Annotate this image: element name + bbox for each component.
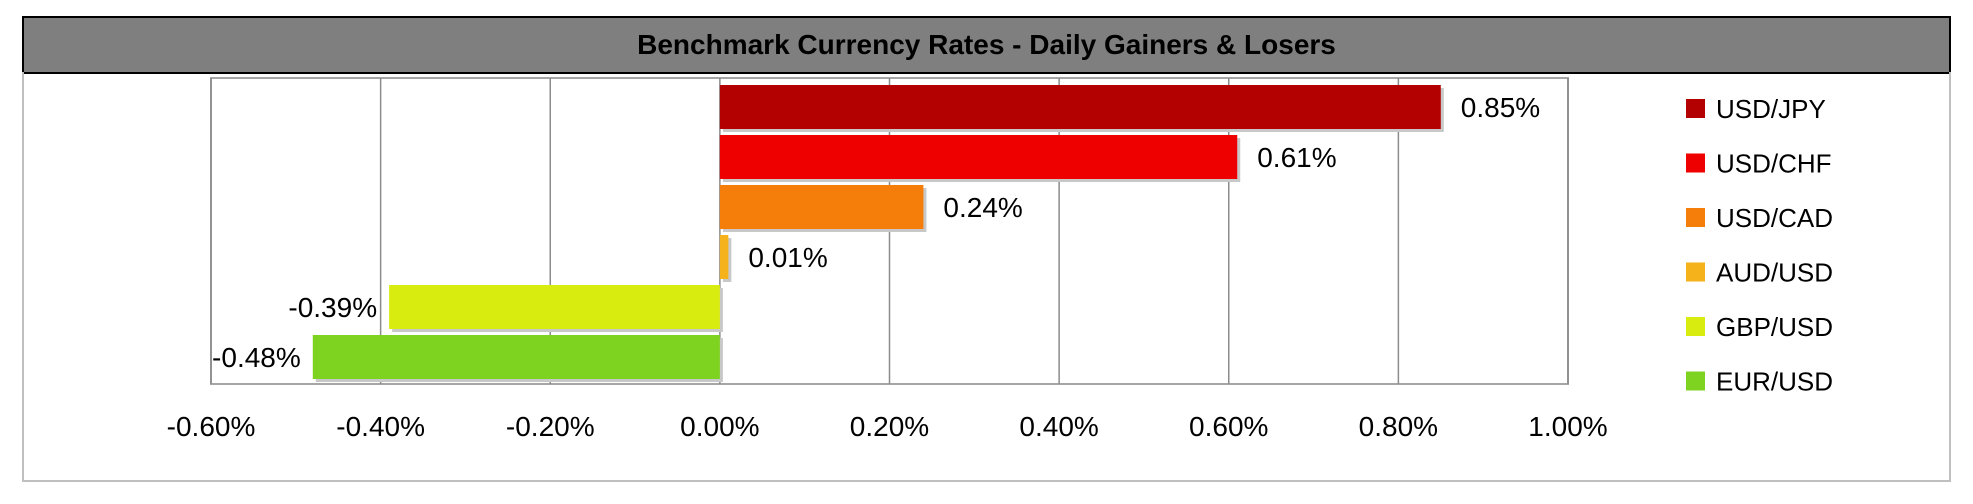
legend-swatch — [1686, 262, 1705, 282]
legend-swatch — [1686, 371, 1705, 391]
x-tick-label: -0.60% — [167, 411, 256, 442]
legend-swatch — [1686, 153, 1705, 173]
x-tick-label: 0.40% — [1019, 411, 1098, 442]
legend-label: EUR/USD — [1716, 367, 1833, 397]
chart-title-bar: Benchmark Currency Rates - Daily Gainers… — [24, 18, 1949, 74]
legend-label: GBP/USD — [1716, 312, 1833, 342]
legend-swatch — [1686, 317, 1705, 336]
data-label: 0.85% — [1461, 92, 1540, 123]
data-label: -0.48% — [212, 342, 301, 373]
data-label: 0.61% — [1257, 142, 1336, 173]
x-tick-label: 0.60% — [1189, 411, 1268, 442]
legend-swatch — [1686, 99, 1705, 118]
legend-label: AUD/USD — [1716, 258, 1833, 288]
x-tick-label: 0.80% — [1359, 411, 1438, 442]
x-tick-label: 0.20% — [850, 411, 929, 442]
plot-container — [22, 72, 1951, 482]
bar-usd-chf — [719, 135, 1238, 179]
bar-usd-cad — [719, 185, 924, 229]
data-label: 0.24% — [943, 192, 1022, 223]
x-tick-label: 0.00% — [680, 411, 759, 442]
bar-gbp-usd — [389, 285, 720, 329]
bar-aud-usd — [719, 235, 729, 279]
bar-usd-jpy — [719, 85, 1441, 129]
data-label: 0.01% — [748, 242, 827, 273]
x-tick-label: -0.40% — [336, 411, 425, 442]
legend-swatch — [1686, 208, 1705, 227]
x-tick-label: 1.00% — [1528, 411, 1607, 442]
data-label: -0.39% — [288, 292, 377, 323]
legend-label: USD/CHF — [1716, 149, 1832, 179]
bar-eur-usd — [312, 335, 720, 379]
legend-label: USD/CAD — [1716, 203, 1833, 233]
chart-title: Benchmark Currency Rates - Daily Gainers… — [637, 29, 1336, 60]
x-tick-label: -0.20% — [506, 411, 595, 442]
legend-label: USD/JPY — [1716, 94, 1826, 124]
